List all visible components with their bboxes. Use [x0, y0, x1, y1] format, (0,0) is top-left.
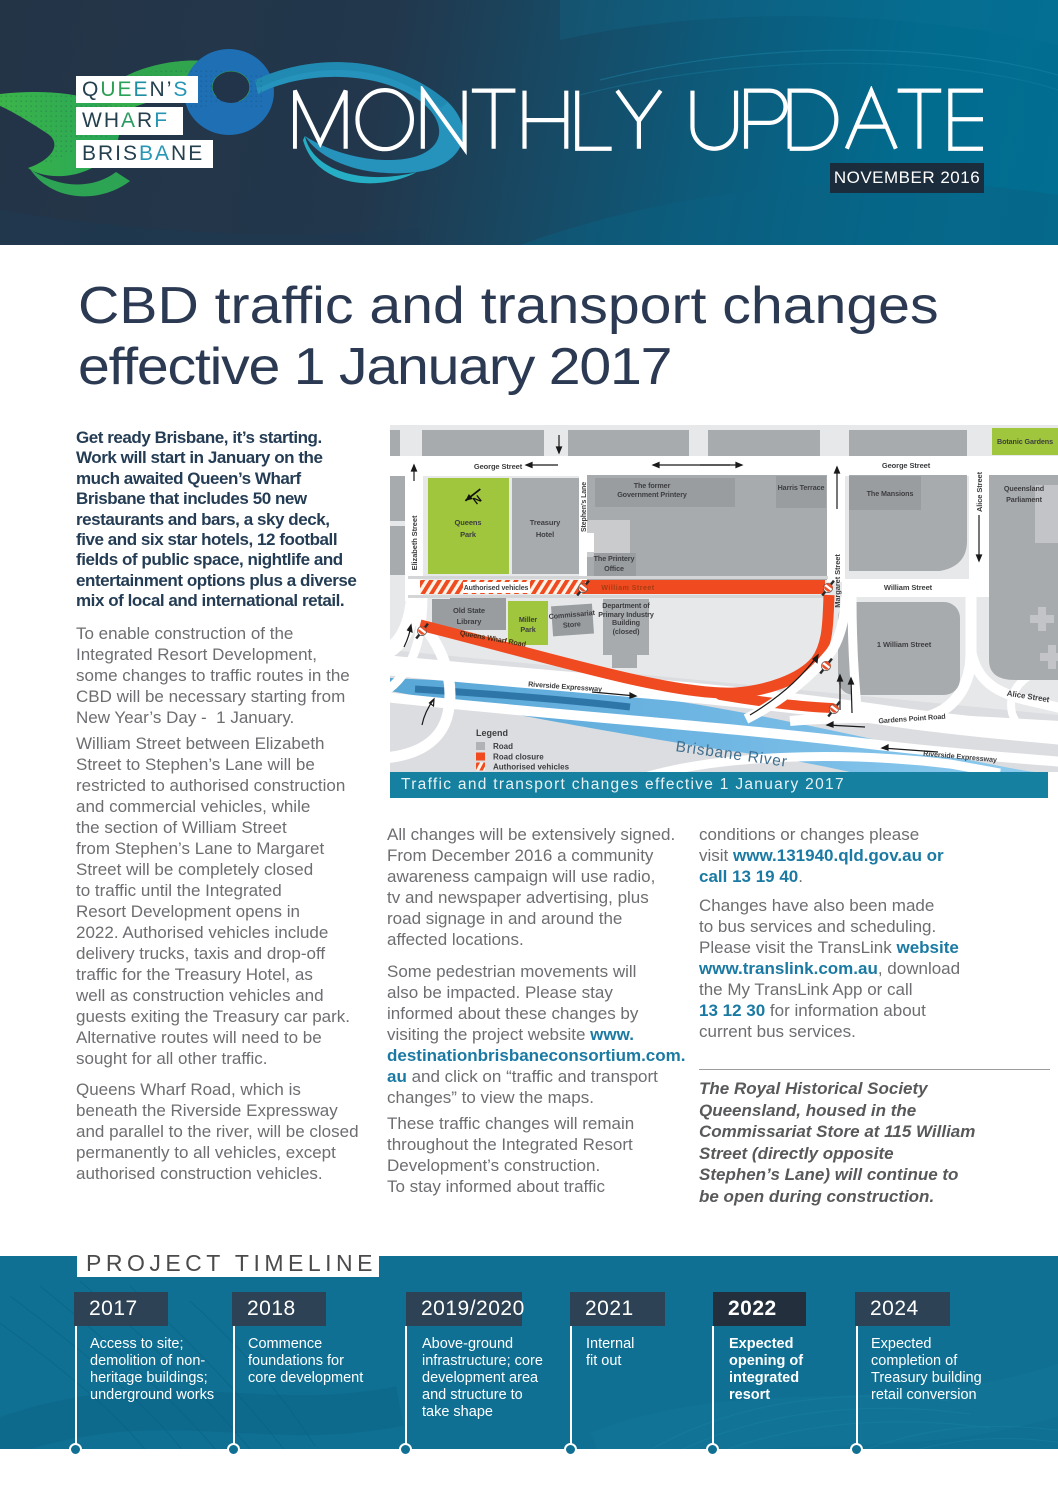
- svg-text:Botanic Gardens: Botanic Gardens: [997, 437, 1053, 446]
- svg-text:1 William Street: 1 William Street: [877, 640, 932, 649]
- svg-text:Queens: Queens: [455, 518, 482, 527]
- svg-text:Alice Street: Alice Street: [975, 471, 984, 512]
- svg-text:George Street: George Street: [882, 461, 931, 470]
- svg-text:Elizabeth Street: Elizabeth Street: [410, 515, 419, 570]
- svg-text:Commissariat: Commissariat: [548, 608, 596, 621]
- svg-text:George Street: George Street: [474, 462, 523, 471]
- svg-text:Margaret Street: Margaret Street: [833, 554, 842, 608]
- svg-text:Legend: Legend: [476, 728, 508, 738]
- svg-text:Queensland: Queensland: [1004, 484, 1044, 493]
- svg-text:Library: Library: [457, 617, 483, 626]
- svg-text:The Mansions: The Mansions: [867, 489, 914, 498]
- svg-text:Hotel: Hotel: [536, 530, 554, 539]
- svg-text:Road closure: Road closure: [493, 753, 544, 762]
- svg-text:Primary Industry: Primary Industry: [598, 610, 654, 619]
- svg-text:Stephen’s Lane: Stephen’s Lane: [581, 482, 588, 532]
- svg-text:Building: Building: [612, 618, 640, 627]
- svg-text:Park: Park: [520, 625, 535, 634]
- svg-text:Miller: Miller: [519, 615, 537, 624]
- svg-text:William Street: William Street: [601, 585, 654, 592]
- svg-text:The Printery: The Printery: [594, 554, 635, 563]
- svg-text:Road: Road: [493, 742, 513, 751]
- svg-text:The former: The former: [634, 481, 671, 490]
- svg-text:Authorised vehicles: Authorised vehicles: [464, 585, 529, 592]
- svg-text:Office: Office: [604, 564, 624, 573]
- svg-text:Parliament: Parliament: [1006, 495, 1042, 504]
- svg-text:Treasury: Treasury: [530, 518, 561, 527]
- svg-text:Authorised vehicles: Authorised vehicles: [493, 763, 570, 772]
- svg-text:Harris Terrace: Harris Terrace: [778, 483, 825, 492]
- svg-text:(closed): (closed): [613, 627, 640, 636]
- svg-text:Park: Park: [460, 530, 477, 539]
- svg-text:Department of: Department of: [602, 601, 650, 610]
- svg-text:William Street: William Street: [884, 583, 933, 592]
- svg-text:Old State: Old State: [453, 606, 485, 615]
- svg-text:Government Printery: Government Printery: [617, 490, 687, 499]
- svg-text:Store: Store: [562, 619, 581, 630]
